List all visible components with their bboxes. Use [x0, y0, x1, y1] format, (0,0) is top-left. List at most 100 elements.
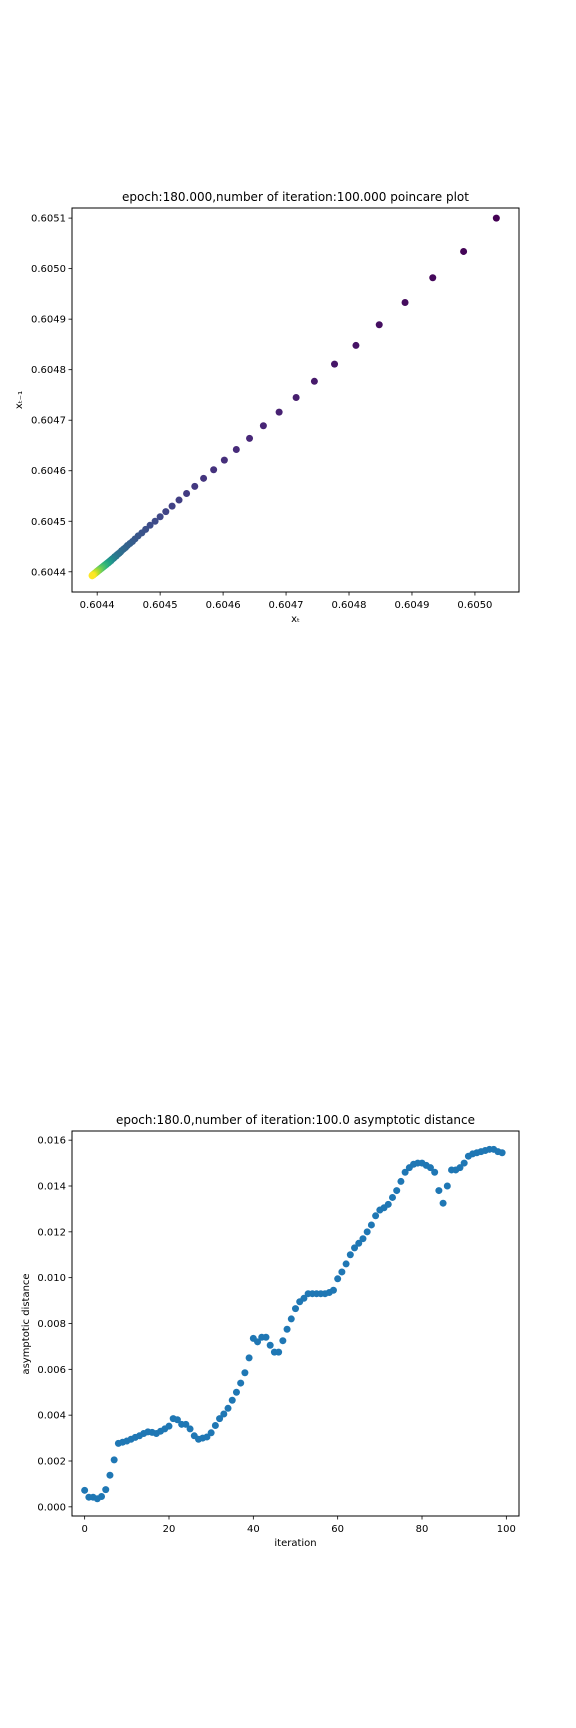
- data-point: [429, 274, 437, 282]
- data-point: [173, 1416, 181, 1424]
- x-tick-label: 0.6050: [457, 600, 492, 611]
- data-point: [431, 1168, 439, 1176]
- data-point: [363, 1228, 371, 1236]
- x-tick-label: 100: [497, 1524, 516, 1535]
- data-point: [401, 1168, 409, 1176]
- data-point: [220, 456, 228, 464]
- data-point: [232, 1388, 240, 1396]
- x-tick-label: 0.6049: [394, 600, 429, 611]
- y-axis-ticks: 0.6044 0.6045 0.6046 0.6047 0.6048 0.6049 0.60…: [31, 214, 72, 578]
- y-axis-label: asymptotic distance: [21, 1273, 32, 1374]
- y-tick-label: 0.6044: [31, 567, 66, 578]
- data-point: [338, 1268, 346, 1276]
- data-points: [88, 214, 500, 580]
- y-tick-label: 0.6049: [31, 315, 66, 326]
- data-point: [186, 1425, 194, 1433]
- x-tick-label: 0.6044: [80, 600, 115, 611]
- data-point: [456, 1164, 464, 1172]
- data-point: [81, 1486, 89, 1494]
- x-axis-ticks: 0 20 40 60 80 100: [81, 1516, 516, 1535]
- data-point: [492, 214, 500, 222]
- data-point: [426, 1164, 434, 1172]
- x-axis-ticks: 0.6044 0.6045 0.6046 0.6047 0.6048 0.6049 0.60…: [80, 592, 492, 611]
- data-point: [372, 1212, 380, 1220]
- data-point: [102, 1486, 110, 1494]
- data-point: [210, 466, 218, 474]
- data-point: [110, 1456, 118, 1464]
- data-point: [375, 321, 383, 329]
- data-point: [182, 1420, 190, 1428]
- x-axis-label: xₜ: [291, 614, 300, 625]
- y-tick-label: 0.010: [37, 1273, 66, 1284]
- data-point: [146, 521, 154, 529]
- data-point: [183, 489, 191, 497]
- data-point: [162, 508, 170, 516]
- data-point: [259, 422, 267, 430]
- data-point: [460, 1159, 468, 1167]
- data-point: [279, 1337, 287, 1345]
- data-point: [151, 517, 159, 525]
- data-point: [211, 1421, 219, 1429]
- data-point: [342, 1260, 350, 1268]
- data-point: [266, 1341, 274, 1349]
- y-tick-label: 0.6046: [31, 466, 66, 477]
- data-point: [352, 341, 360, 349]
- y-tick-label: 0.6051: [31, 214, 66, 225]
- data-point: [351, 1244, 359, 1252]
- data-point: [224, 1404, 232, 1412]
- data-point: [283, 1325, 291, 1333]
- data-point: [334, 1275, 342, 1283]
- y-tick-label: 0.016: [37, 1136, 66, 1147]
- y-tick-label: 0.012: [37, 1227, 66, 1238]
- x-tick-label: 0: [81, 1524, 87, 1535]
- data-point: [228, 1396, 236, 1404]
- data-point: [401, 298, 409, 306]
- y-tick-label: 0.6047: [31, 416, 66, 427]
- data-point: [106, 1471, 114, 1479]
- data-point: [393, 1187, 401, 1195]
- data-point: [498, 1149, 506, 1157]
- y-tick-label: 0.014: [37, 1182, 66, 1193]
- x-tick-label: 0.6047: [269, 600, 304, 611]
- data-point: [346, 1251, 354, 1259]
- asymptotic-distance-plot: epoch:180.0,number of iteration:100.0 as…: [21, 1113, 520, 1549]
- data-point: [175, 496, 183, 504]
- data-point: [245, 1354, 253, 1362]
- x-tick-label: 40: [247, 1524, 260, 1535]
- data-point: [310, 377, 318, 385]
- data-point: [220, 1410, 228, 1418]
- data-point: [292, 1305, 299, 1313]
- x-tick-label: 20: [163, 1524, 176, 1535]
- y-tick-label: 0.006: [37, 1365, 66, 1376]
- y-tick-label: 0.002: [37, 1457, 66, 1468]
- data-point: [262, 1333, 270, 1341]
- x-axis-label: iteration: [274, 1538, 316, 1549]
- data-point: [460, 247, 468, 255]
- data-point: [300, 1294, 308, 1302]
- data-point: [331, 360, 339, 368]
- data-point: [232, 446, 240, 454]
- data-point: [98, 1493, 106, 1501]
- data-point: [275, 408, 283, 416]
- chart-title: epoch:180.0,number of iteration:100.0 as…: [116, 1113, 475, 1127]
- data-point: [367, 1221, 375, 1229]
- y-axis-label: xₜ₋₁: [14, 391, 25, 409]
- data-point: [355, 1239, 363, 1247]
- plot-frame: [71, 207, 520, 593]
- data-point: [156, 513, 164, 521]
- x-tick-label: 0.6046: [206, 600, 241, 611]
- data-point: [359, 1235, 367, 1243]
- data-point: [88, 572, 96, 580]
- data-point: [329, 1286, 337, 1294]
- data-point: [384, 1200, 392, 1208]
- y-tick-label: 0.008: [37, 1319, 66, 1330]
- data-point: [216, 1415, 224, 1423]
- data-point: [388, 1193, 396, 1201]
- x-tick-label: 0.6045: [143, 600, 178, 611]
- data-point: [254, 1338, 262, 1346]
- data-point: [246, 434, 254, 442]
- poincare-plot: epoch:180.000,number of iteration:100.00…: [14, 190, 520, 625]
- chart-title: epoch:180.000,number of iteration:100.00…: [122, 190, 469, 204]
- data-points: [81, 1145, 506, 1503]
- data-point: [241, 1369, 249, 1377]
